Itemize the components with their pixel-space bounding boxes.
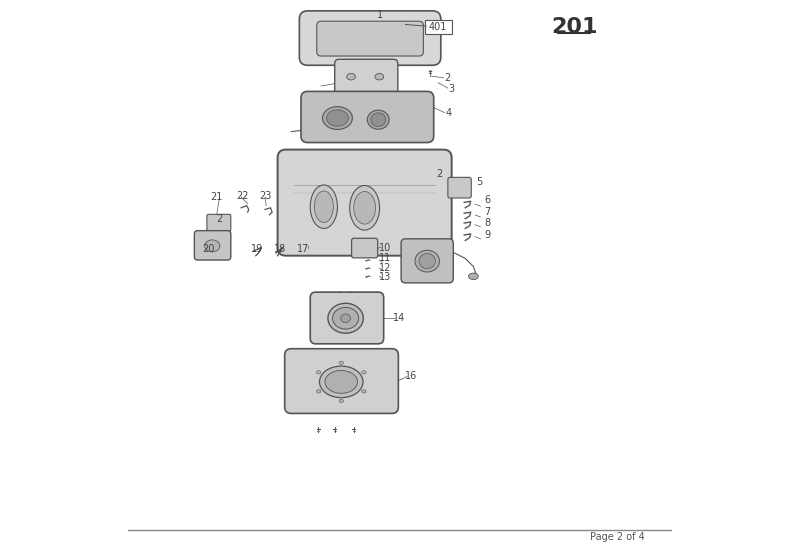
- Ellipse shape: [359, 39, 381, 51]
- Text: 22: 22: [236, 191, 249, 201]
- FancyBboxPatch shape: [207, 214, 231, 231]
- Text: 2: 2: [436, 169, 442, 179]
- Ellipse shape: [354, 191, 375, 224]
- FancyBboxPatch shape: [285, 349, 398, 413]
- FancyBboxPatch shape: [194, 231, 231, 260]
- Ellipse shape: [341, 314, 350, 323]
- Ellipse shape: [375, 73, 384, 80]
- Text: 23: 23: [259, 191, 272, 201]
- Ellipse shape: [362, 371, 366, 374]
- Text: 11: 11: [378, 254, 391, 263]
- Text: 401: 401: [429, 22, 447, 32]
- FancyBboxPatch shape: [317, 21, 423, 56]
- Text: 15: 15: [388, 350, 401, 360]
- FancyBboxPatch shape: [351, 238, 378, 258]
- Text: 2: 2: [445, 73, 451, 83]
- Text: 20: 20: [202, 244, 214, 254]
- Text: 12: 12: [378, 263, 391, 273]
- Ellipse shape: [350, 186, 380, 230]
- Text: 13: 13: [378, 273, 391, 282]
- Ellipse shape: [370, 113, 386, 127]
- FancyBboxPatch shape: [334, 59, 398, 94]
- Ellipse shape: [339, 399, 343, 403]
- Text: 9: 9: [484, 230, 490, 240]
- Ellipse shape: [346, 73, 355, 80]
- FancyBboxPatch shape: [299, 11, 441, 65]
- Text: 10: 10: [378, 243, 391, 252]
- Ellipse shape: [328, 304, 363, 333]
- Text: 21: 21: [210, 193, 222, 202]
- Ellipse shape: [419, 254, 435, 269]
- Ellipse shape: [325, 370, 358, 393]
- Text: 24: 24: [306, 98, 319, 108]
- FancyBboxPatch shape: [310, 292, 384, 344]
- Ellipse shape: [333, 307, 358, 329]
- FancyBboxPatch shape: [425, 20, 452, 34]
- Text: 19: 19: [251, 244, 263, 254]
- Text: 7: 7: [484, 207, 490, 217]
- Ellipse shape: [469, 273, 478, 280]
- Text: 14: 14: [393, 313, 405, 323]
- FancyBboxPatch shape: [301, 91, 434, 143]
- Text: 4: 4: [446, 108, 452, 118]
- FancyBboxPatch shape: [278, 150, 452, 256]
- Ellipse shape: [319, 366, 363, 398]
- Text: 6: 6: [484, 195, 490, 205]
- Ellipse shape: [362, 41, 378, 48]
- Text: 2: 2: [216, 214, 222, 224]
- Ellipse shape: [326, 110, 348, 126]
- Ellipse shape: [205, 240, 220, 252]
- Ellipse shape: [317, 371, 321, 374]
- Ellipse shape: [317, 390, 321, 393]
- Ellipse shape: [310, 185, 338, 228]
- FancyBboxPatch shape: [401, 239, 454, 283]
- Text: Page 2 of 4: Page 2 of 4: [590, 532, 645, 542]
- Text: 17: 17: [297, 244, 310, 254]
- Text: 18: 18: [274, 244, 286, 254]
- Ellipse shape: [367, 110, 389, 129]
- Ellipse shape: [362, 390, 366, 393]
- Text: 5: 5: [476, 177, 482, 187]
- Text: 25: 25: [339, 94, 352, 104]
- Ellipse shape: [339, 361, 343, 364]
- Ellipse shape: [314, 191, 334, 222]
- Text: 3: 3: [449, 84, 454, 94]
- Text: 16: 16: [405, 372, 417, 381]
- Text: 8: 8: [484, 218, 490, 228]
- Ellipse shape: [322, 107, 353, 129]
- Text: 201: 201: [551, 17, 598, 37]
- FancyBboxPatch shape: [448, 177, 471, 198]
- Text: 2: 2: [327, 293, 334, 303]
- Text: 1: 1: [377, 10, 383, 20]
- Ellipse shape: [415, 250, 439, 272]
